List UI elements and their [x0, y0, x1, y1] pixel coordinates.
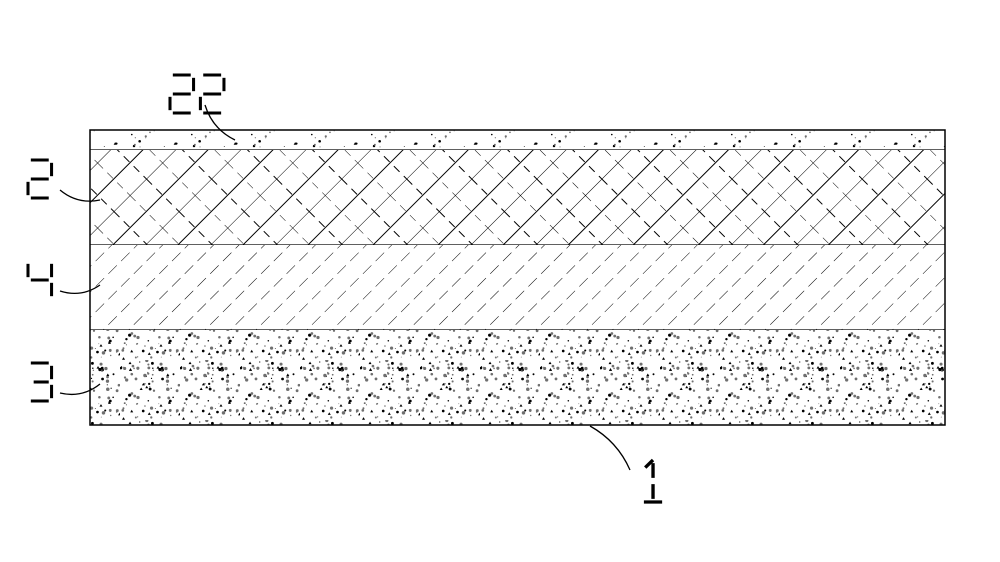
glyph-2	[170, 75, 194, 113]
glyph-4	[28, 264, 52, 296]
layer4	[90, 245, 945, 330]
glyph-2	[28, 160, 52, 198]
layer22	[90, 130, 945, 150]
layer2	[90, 150, 945, 245]
layer3	[90, 330, 945, 425]
glyph-3	[31, 363, 52, 401]
leader-1	[590, 426, 630, 470]
layer-diagram	[0, 0, 1000, 562]
glyph-1	[644, 460, 662, 502]
glyph-2	[200, 75, 224, 113]
